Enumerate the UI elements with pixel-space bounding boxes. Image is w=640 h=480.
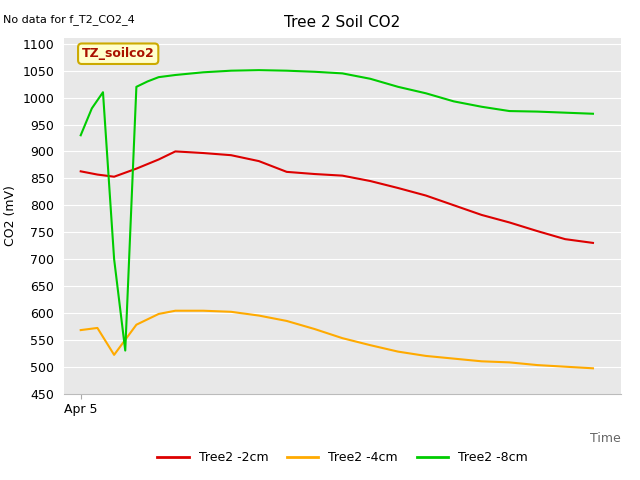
- Tree2 -8cm: [311, 69, 319, 75]
- Tree2 -2cm: [506, 219, 513, 225]
- Tree2 -4cm: [227, 309, 235, 315]
- Tree2 -4cm: [422, 353, 430, 359]
- Tree2 -8cm: [534, 108, 541, 114]
- Tree2 -2cm: [422, 192, 430, 198]
- Tree2 -8cm: [339, 71, 346, 76]
- Tree2 -4cm: [477, 359, 486, 364]
- Tree2 -2cm: [394, 185, 402, 191]
- Tree2 -8cm: [506, 108, 513, 114]
- Tree2 -4cm: [339, 336, 346, 341]
- Tree2 -4cm: [534, 362, 541, 368]
- Tree2 -4cm: [283, 318, 291, 324]
- Tree2 -2cm: [534, 228, 541, 234]
- Tree2 -4cm: [589, 365, 597, 371]
- Tree2 -2cm: [255, 158, 263, 164]
- Tree2 -4cm: [172, 308, 179, 313]
- Tree2 -4cm: [93, 325, 101, 331]
- Tree2 -2cm: [200, 150, 207, 156]
- Tree2 -2cm: [110, 174, 118, 180]
- Line: Tree2 -2cm: Tree2 -2cm: [81, 151, 593, 243]
- Tree2 -8cm: [99, 89, 107, 95]
- Tree2 -4cm: [394, 349, 402, 355]
- Tree2 -2cm: [77, 168, 84, 174]
- Text: No data for f_T2_CO2_4: No data for f_T2_CO2_4: [3, 14, 135, 25]
- Tree2 -4cm: [506, 360, 513, 365]
- Tree2 -8cm: [450, 98, 458, 104]
- Text: TZ_soilco2: TZ_soilco2: [82, 47, 155, 60]
- Tree2 -8cm: [422, 90, 430, 96]
- Tree2 -2cm: [172, 148, 179, 154]
- Tree2 -8cm: [172, 72, 179, 78]
- Text: Time: Time: [590, 432, 621, 445]
- Tree2 -8cm: [283, 68, 291, 73]
- Tree2 -8cm: [561, 110, 569, 116]
- Tree2 -8cm: [88, 106, 96, 111]
- Tree2 -2cm: [283, 169, 291, 175]
- Tree2 -8cm: [394, 84, 402, 90]
- Tree2 -4cm: [561, 364, 569, 370]
- Tree2 -8cm: [366, 76, 374, 82]
- Tree2 -4cm: [77, 327, 84, 333]
- Tree2 -4cm: [255, 312, 263, 318]
- Legend: Tree2 -2cm, Tree2 -4cm, Tree2 -8cm: Tree2 -2cm, Tree2 -4cm, Tree2 -8cm: [152, 446, 532, 469]
- Tree2 -2cm: [132, 166, 140, 171]
- Tree2 -4cm: [311, 326, 319, 332]
- Tree2 -4cm: [450, 356, 458, 361]
- Tree2 -4cm: [366, 342, 374, 348]
- Tree2 -8cm: [200, 70, 207, 75]
- Tree2 -4cm: [200, 308, 207, 313]
- Tree2 -8cm: [110, 256, 118, 262]
- Tree2 -8cm: [77, 132, 84, 138]
- Tree2 -2cm: [561, 236, 569, 242]
- Tree2 -8cm: [255, 67, 263, 73]
- Tree2 -8cm: [143, 79, 151, 84]
- Tree2 -8cm: [477, 104, 486, 109]
- Tree2 -2cm: [366, 178, 374, 184]
- Tree2 -2cm: [477, 212, 486, 218]
- Tree2 -2cm: [311, 171, 319, 177]
- Tree2 -2cm: [589, 240, 597, 246]
- Line: Tree2 -8cm: Tree2 -8cm: [81, 70, 593, 350]
- Tree2 -8cm: [589, 111, 597, 117]
- Tree2 -2cm: [450, 203, 458, 208]
- Tree2 -8cm: [132, 84, 140, 90]
- Tree2 -2cm: [155, 156, 163, 162]
- Tree2 -2cm: [93, 172, 101, 178]
- Tree2 -8cm: [227, 68, 235, 73]
- Y-axis label: CO2 (mV): CO2 (mV): [4, 186, 17, 246]
- Tree2 -4cm: [110, 352, 118, 358]
- Line: Tree2 -4cm: Tree2 -4cm: [81, 311, 593, 368]
- Tree2 -2cm: [339, 173, 346, 179]
- Title: Tree 2 Soil CO2: Tree 2 Soil CO2: [284, 15, 401, 30]
- Tree2 -8cm: [155, 74, 163, 80]
- Tree2 -4cm: [132, 322, 140, 327]
- Tree2 -4cm: [155, 311, 163, 317]
- Tree2 -2cm: [227, 152, 235, 158]
- Tree2 -8cm: [122, 348, 129, 353]
